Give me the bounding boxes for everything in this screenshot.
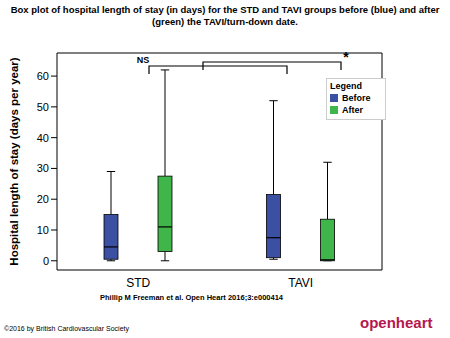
svg-text:TAVI: TAVI [288,276,313,290]
svg-text:NS: NS [137,55,150,65]
svg-text:60: 60 [37,70,49,82]
svg-text:50: 50 [37,101,49,113]
html-text:After: After [342,105,363,115]
svg-text:Hospital length of stay (days: Hospital length of stay (days per year) [8,57,20,266]
svg-text:40: 40 [37,132,49,144]
svg-text:*: * [343,49,349,65]
html-text:Legend: Legend [330,81,362,91]
html-text:Box plot of hospital length of: Box plot of hospital length of stay (in … [10,4,440,27]
svg-text:0: 0 [43,255,49,267]
html-text:©2016 by British Cardiovascula: ©2016 by British Cardiovascular Society [4,325,129,332]
html-text:Phillip M Freeman et al. Open: Phillip M Freeman et al. Open Heart 2016… [100,293,283,302]
svg-text:20: 20 [37,193,49,205]
html-text:openheart: openheart [360,314,433,331]
svg-text:STD: STD [126,276,150,290]
svg-text:10: 10 [37,224,49,236]
html-text:Before: Before [342,93,371,103]
svg-text:30: 30 [37,162,49,174]
